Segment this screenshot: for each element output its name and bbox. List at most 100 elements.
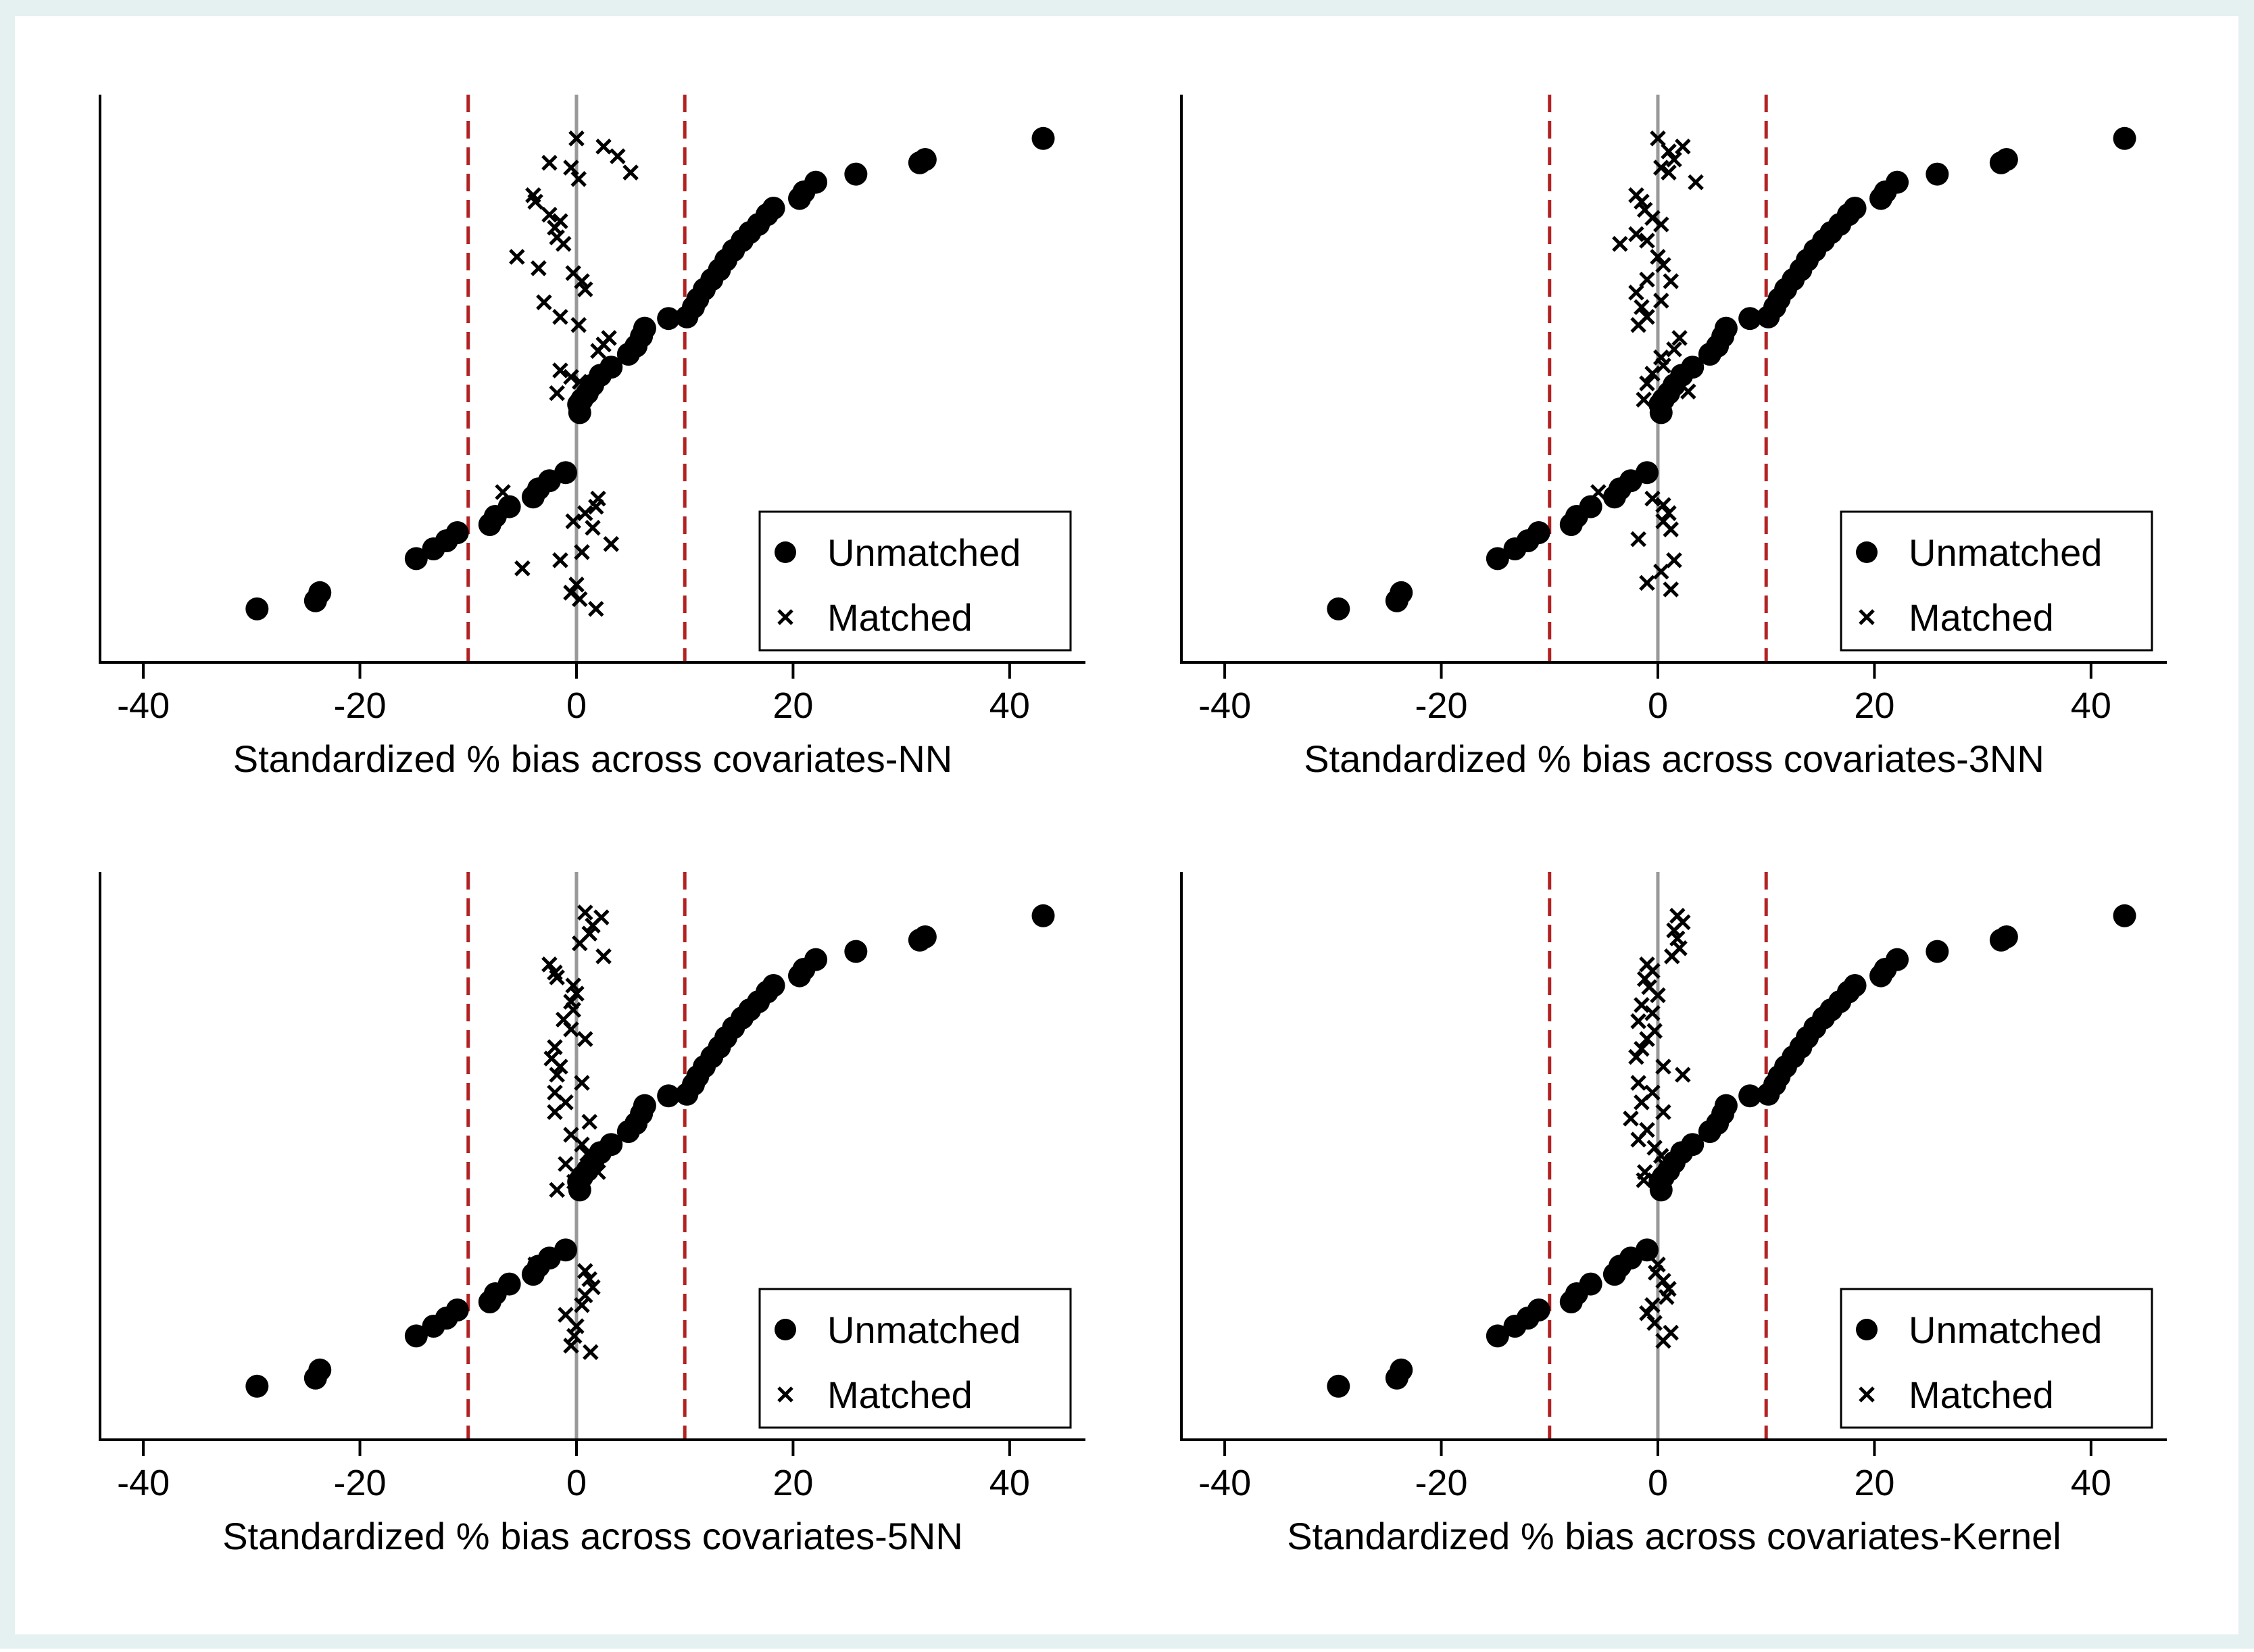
- point-unmatched: [616, 343, 640, 366]
- series-unmatched: [245, 126, 1055, 621]
- point-matched: [1650, 249, 1666, 265]
- point-matched: [577, 1287, 593, 1304]
- point-matched: [610, 148, 626, 164]
- point-matched: [1644, 366, 1661, 382]
- point-matched: [1688, 174, 1704, 191]
- point-matched: [588, 601, 604, 617]
- point-matched: [1639, 375, 1655, 391]
- point-unmatched: [1869, 964, 1893, 988]
- point-unmatched: [1698, 1120, 1721, 1143]
- point-matched: [1659, 1289, 1675, 1305]
- point-matched: [1630, 1132, 1646, 1148]
- series-unmatched: [1327, 126, 2136, 621]
- point-unmatched: [1503, 1315, 1527, 1338]
- point-unmatched: [1602, 485, 1626, 509]
- legend-marker-unmatched: [1856, 541, 1878, 563]
- legend-marker-unmatched: [775, 541, 796, 563]
- point-matched: [495, 484, 511, 500]
- x-axis-title: Standardized % bias across covariates-Ke…: [1287, 1515, 2061, 1557]
- point-unmatched: [675, 305, 699, 329]
- legend: Unmatched Matched: [1840, 510, 2153, 652]
- point-matched: [568, 986, 585, 1002]
- point-unmatched: [908, 151, 931, 174]
- point-matched: [541, 155, 558, 171]
- x-tick-label: 40: [2071, 1463, 2111, 1503]
- legend-label-matched: Matched: [827, 596, 973, 639]
- point-unmatched: [1031, 904, 1055, 927]
- series-unmatched: [1327, 904, 2136, 1398]
- point-matched: [549, 1182, 565, 1198]
- point-unmatched: [1989, 151, 2013, 174]
- point-matched: [577, 1031, 593, 1047]
- point-matched: [547, 1039, 563, 1055]
- point-unmatched: [1486, 547, 1509, 570]
- point-matched: [568, 577, 585, 593]
- point-matched: [1655, 1156, 1671, 1172]
- point-matched: [1661, 505, 1677, 521]
- x-tick-label: 20: [773, 1463, 813, 1503]
- point-matched: [1630, 531, 1646, 548]
- point-matched: [1655, 257, 1671, 273]
- point-matched: [572, 374, 588, 390]
- x-tick-label: 20: [1854, 1463, 1894, 1503]
- x-axis-title: Standardized % bias across covariates-5N…: [222, 1515, 963, 1557]
- legend-marker-matched: [777, 609, 793, 625]
- point-matched: [1666, 552, 1682, 568]
- point-matched: [588, 498, 604, 515]
- point-matched: [1612, 236, 1628, 252]
- point-matched: [1661, 164, 1677, 180]
- point-unmatched: [1738, 307, 1762, 331]
- point-matched: [577, 904, 593, 921]
- point-unmatched: [245, 597, 269, 621]
- point-matched: [1650, 987, 1666, 1004]
- point-matched: [1655, 358, 1671, 374]
- x-axis-title: Standardized % bias across covariates-NN: [233, 737, 952, 780]
- point-matched: [552, 309, 568, 325]
- point-matched: [590, 343, 606, 359]
- point-matched: [541, 206, 558, 223]
- point-matched: [555, 236, 572, 252]
- point-unmatched: [404, 1324, 428, 1348]
- legend: Unmatched Matched: [758, 1288, 1072, 1429]
- point-matched: [1675, 139, 1691, 155]
- point-unmatched: [404, 547, 428, 570]
- point-matched: [1663, 581, 1679, 598]
- point-matched: [1653, 160, 1669, 176]
- point-unmatched: [1559, 1290, 1583, 1313]
- point-matched: [1664, 948, 1680, 965]
- point-matched: [1639, 271, 1655, 288]
- point-unmatched: [844, 940, 868, 963]
- point-matched: [541, 956, 558, 973]
- point-unmatched: [616, 1120, 640, 1143]
- point-matched: [563, 160, 579, 176]
- point-matched: [574, 1075, 590, 1091]
- x-tick-label: 0: [1648, 1463, 1668, 1503]
- point-unmatched: [1031, 126, 1055, 150]
- point-matched: [1630, 1013, 1646, 1029]
- point-matched: [1680, 383, 1696, 399]
- x-tick-label: -20: [334, 1463, 387, 1503]
- legend-box: [758, 1288, 1072, 1429]
- point-matched: [1634, 299, 1650, 316]
- point-matched: [1630, 1075, 1646, 1091]
- legend-label-unmatched: Unmatched: [827, 1309, 1021, 1351]
- point-unmatched: [303, 589, 327, 612]
- point-unmatched: [1602, 1263, 1626, 1286]
- point-unmatched: [788, 964, 812, 988]
- point-matched: [572, 935, 588, 952]
- point-unmatched: [1327, 1374, 1350, 1398]
- point-matched: [574, 544, 590, 560]
- point-matched: [622, 164, 639, 180]
- x-tick-label: -40: [117, 1463, 170, 1503]
- point-matched: [568, 130, 585, 147]
- x-tick-label: 40: [989, 1463, 1030, 1503]
- point-matched: [552, 213, 568, 229]
- x-tick-label: 0: [566, 685, 587, 726]
- point-matched: [558, 1156, 574, 1172]
- point-matched: [563, 1021, 579, 1038]
- legend-box: [1840, 510, 2153, 652]
- point-matched: [1666, 151, 1682, 168]
- point-matched: [1671, 330, 1688, 346]
